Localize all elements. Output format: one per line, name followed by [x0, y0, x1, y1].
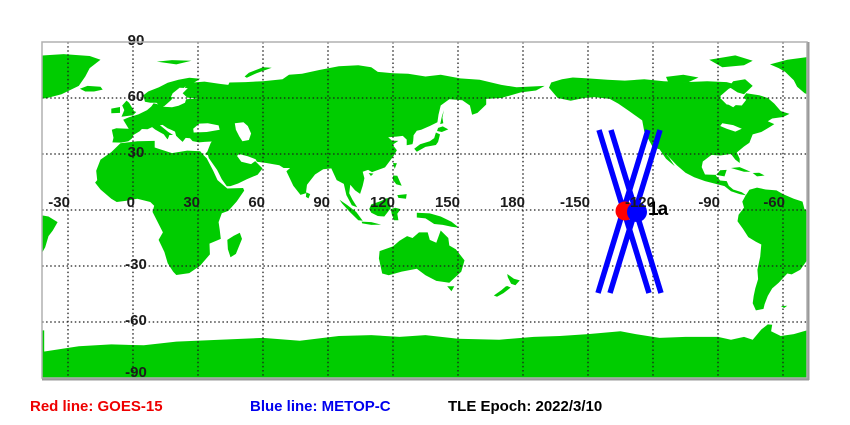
landmass-hispaniola	[752, 172, 765, 177]
longitude-label: -120	[625, 194, 655, 211]
longitude-label: 90	[313, 194, 330, 211]
legend-bar: Red line: GOES-15 Blue line: METOP-C TLE…	[0, 398, 850, 420]
longitude-label: -90	[698, 194, 720, 211]
landmass-ireland	[111, 107, 120, 114]
latitude-label: -30	[125, 256, 147, 273]
landmass-nz-north	[507, 274, 520, 286]
longitude-label: 180	[500, 194, 525, 211]
subpoint-overlap-label: 1a	[648, 199, 669, 220]
landmass-caspian-sea	[234, 122, 252, 142]
longitude-label: -150	[560, 194, 590, 211]
landmass-sri-lanka	[305, 192, 311, 199]
landmass-gulf-of-bothnia	[170, 87, 188, 98]
landmass-greenland	[770, 57, 807, 95]
landmass-tasmania	[447, 286, 455, 292]
landmass-borneo	[369, 197, 391, 217]
landmass-iceland	[79, 85, 103, 92]
landmass-taiwan	[393, 163, 397, 169]
latitude-label: -90	[125, 364, 147, 381]
landmass-svalbard	[156, 60, 192, 65]
longitude-label: -30	[48, 194, 70, 211]
landmass-hainan	[368, 173, 374, 176]
longitude-label: 120	[370, 194, 395, 211]
landmass-scandinavia	[143, 77, 201, 107]
landmass-falklands	[780, 305, 788, 308]
longitude-label: 0	[127, 194, 135, 211]
map-frame	[41, 41, 808, 379]
landmass-nz-south	[493, 286, 511, 297]
latitude-label: -60	[125, 312, 147, 329]
landmass-java	[361, 221, 382, 225]
landmass-black-sea	[193, 123, 220, 133]
landmass-north-america	[549, 77, 790, 196]
landmass-madagascar	[227, 232, 242, 258]
landmass-new-guinea	[416, 212, 460, 228]
landmass-great-lakes	[720, 123, 742, 132]
legend-red-line-goes15: Red line: GOES-15	[30, 398, 163, 415]
longitude-label: 60	[248, 194, 265, 211]
landmass-antarctica	[42, 324, 807, 378]
legend-blue-line-metopc: Blue line: METOP-C	[250, 398, 391, 415]
landmass-ellesmere	[709, 55, 753, 68]
landmass-hudson-bay	[720, 92, 747, 106]
landmass-honshu	[414, 132, 440, 152]
landmass-novaya-zemlya	[244, 67, 272, 78]
latitude-label: 90	[128, 32, 145, 49]
landmass-antarctica	[42, 330, 45, 378]
landmass-sakhalin	[440, 110, 444, 125]
world-map-svg: -30 0 30 60 90 120 150 180 -150 -120 -90 -60 90 60 30 -…	[41, 32, 810, 381]
landmass-baffin	[728, 79, 753, 95]
landmass-hokkaido	[437, 126, 449, 132]
metopc-subpoint-dot	[627, 202, 647, 222]
landmass-greenland	[42, 54, 101, 99]
longitude-label: -60	[763, 194, 785, 211]
landmass-mindanao	[397, 194, 407, 199]
landmass-cuba	[731, 167, 751, 172]
landmass-victoria-island	[666, 74, 699, 83]
landmass-australia	[378, 230, 465, 283]
latitude-label: 30	[128, 144, 145, 161]
legend-tle-epoch: TLE Epoch: 2022/3/10	[448, 398, 603, 415]
landmass-sumatra	[339, 199, 363, 221]
longitude-label: 150	[435, 194, 460, 211]
landmass-south-america	[737, 187, 807, 311]
landmass-luzon	[393, 175, 402, 186]
longitude-label: 30	[183, 194, 200, 211]
landmass-south-america	[42, 215, 58, 253]
latitude-label: 60	[128, 88, 145, 105]
